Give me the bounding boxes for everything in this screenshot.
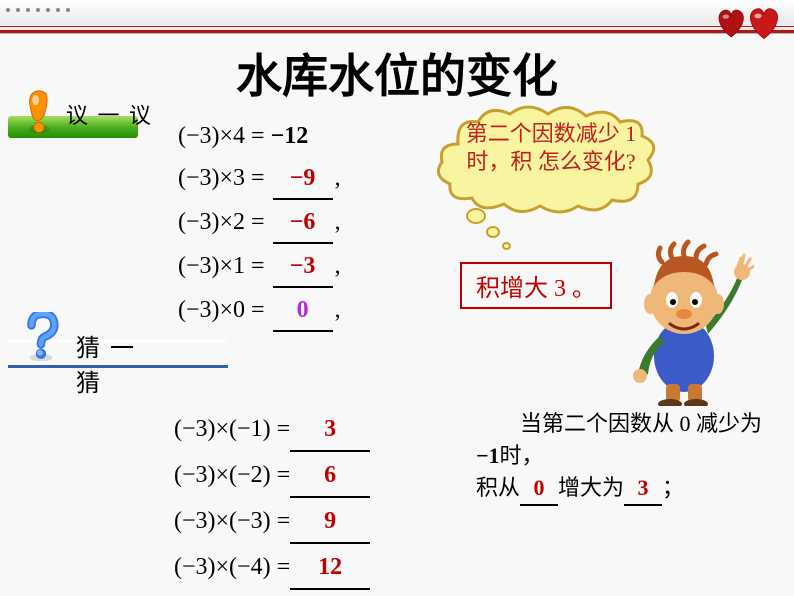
thought-bubble: 第二个因数减少 1 时，积 怎么变化?: [428, 104, 666, 214]
equation-row: (−3)×4 = −12: [178, 116, 341, 156]
thought-text: 第二个因数减少 1 时，积 怎么变化?: [456, 120, 646, 176]
equation-row: (−3)×3 = −9,: [178, 158, 341, 200]
cloud-dot-icon: [502, 242, 511, 250]
equation-row: (−3)×(−1) = 3: [174, 408, 370, 452]
equation-row: (−3)×(−3) = 9: [174, 500, 370, 544]
equations-top: (−3)×4 = −12 (−3)×3 = −9, (−3)×2 = −6, (…: [178, 116, 341, 334]
equations-bottom: (−3)×(−1) = 3 (−3)×(−2) = 6 (−3)×(−3) = …: [174, 408, 370, 592]
discuss-badge: 议 一 议: [8, 94, 168, 142]
cloud-dot-icon: [466, 208, 486, 224]
cloud-dot-icon: [486, 226, 500, 238]
divider-thin: [0, 26, 794, 27]
decorative-dots: [6, 8, 70, 12]
guess-label: 猜 一 猜: [76, 328, 168, 398]
equation-row: (−3)×1 = −3,: [178, 246, 341, 288]
equation-row: (−3)×0 = 0,: [178, 290, 341, 332]
cartoon-character-icon: [614, 226, 754, 406]
answer-box: 积增大 3 。: [460, 262, 612, 309]
divider-thick: [0, 30, 794, 33]
explain-paragraph: 当第二个因数从 0 减少为 −1时， 积从0增大为3；: [476, 408, 766, 506]
exclaim-icon: [22, 90, 56, 136]
equation-row: (−3)×2 = −6,: [178, 202, 341, 244]
hearts-icon: [704, 4, 784, 40]
decorative-top-band: [0, 0, 794, 34]
discuss-label: 议 一 议: [66, 98, 153, 130]
question-icon: [22, 312, 60, 360]
equation-row: (−3)×(−4) = 12: [174, 546, 370, 590]
guess-badge: 猜 一 猜: [8, 318, 168, 366]
equation-row: (−3)×(−2) = 6: [174, 454, 370, 498]
